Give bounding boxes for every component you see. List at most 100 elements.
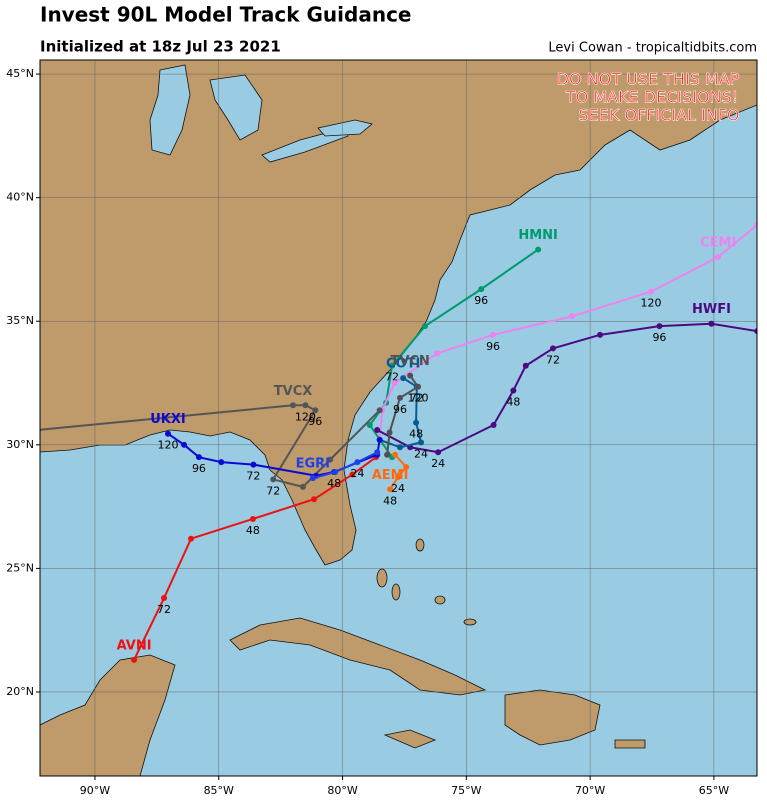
track-point (309, 475, 316, 482)
track-point (131, 656, 138, 663)
track-point (188, 535, 195, 542)
track-point (389, 362, 396, 369)
track-point (597, 331, 604, 338)
track-name: TVCX (274, 384, 313, 399)
track-point (302, 402, 309, 409)
track-point (384, 451, 391, 458)
hour-label: 96 (192, 462, 206, 475)
lat-tick-label: 40°N (6, 191, 34, 204)
track: 120 96 CEMI (376, 221, 757, 443)
track-point (312, 407, 319, 414)
lat-tick-label: 45°N (6, 67, 34, 80)
track-point (407, 372, 414, 379)
bahamas (434, 595, 446, 605)
title: Invest 90L Model Track Guidance (40, 3, 412, 27)
track-point (332, 469, 339, 476)
track-point (522, 362, 529, 369)
track-point (250, 461, 257, 468)
hour-label: 24 (431, 457, 445, 470)
track-point (478, 286, 485, 293)
hour-label: 72 (246, 470, 260, 483)
hour-label: 96 (308, 415, 322, 428)
hour-label: 72 (266, 484, 280, 497)
lon-tick-label: 70°W (575, 784, 605, 797)
hour-label: 24 (391, 482, 405, 495)
track-point (754, 328, 757, 335)
warning: DO NOT USE THIS MAP TO MAKE DECISIONS! S… (556, 69, 740, 125)
hour-label: 96 (652, 331, 666, 344)
track-name: TVCN (390, 354, 429, 369)
graticule (40, 60, 757, 776)
yucatan (40, 654, 176, 776)
lake-michigan (149, 64, 191, 156)
track-name: EGRI (296, 457, 330, 472)
track-point (290, 402, 297, 409)
hour-label: 96 (486, 340, 500, 353)
warning-line: DO NOT USE THIS MAP (557, 70, 740, 89)
track-point (391, 380, 398, 387)
track-point (396, 444, 403, 451)
track-point (569, 313, 576, 320)
hour-label: 48 (246, 524, 260, 537)
track: 72 48 24 COTI (376, 357, 428, 460)
track-point (249, 515, 256, 522)
track-point (376, 407, 383, 414)
track-point (490, 331, 497, 338)
north-america (40, 60, 757, 566)
bahamas (415, 538, 425, 552)
lake-erie (261, 127, 349, 163)
track: 24 EGRI (296, 449, 381, 482)
track-name: COTI (386, 357, 420, 372)
hour-label: 120 (641, 297, 662, 310)
track-point (218, 459, 225, 466)
track-point (195, 454, 202, 461)
track-point (387, 486, 394, 493)
cuba (229, 617, 487, 696)
hour-label: 48 (383, 494, 397, 507)
track-point (396, 394, 403, 401)
track-point (708, 320, 715, 327)
map-frame (39, 59, 758, 777)
track-point (403, 464, 410, 471)
track-point (510, 387, 517, 394)
hour-label: 24 (414, 447, 428, 460)
lon-tick-label: 85°W (204, 784, 234, 797)
hour-label: 120 (295, 410, 316, 423)
bahamas (391, 583, 401, 601)
track: 96 72 48 24 HWFI (374, 302, 757, 470)
map: 7248AVNI9672HMNI12096CEMI96724824HWFI724… (40, 60, 757, 776)
track-point (415, 383, 422, 390)
track-name: CEMI (700, 235, 736, 250)
track-point (374, 426, 381, 433)
track-point (656, 323, 663, 330)
track-point (395, 473, 402, 480)
lat-tick-label: 20°N (6, 685, 34, 698)
track-point (386, 429, 393, 436)
hour-label: 120 (408, 392, 429, 405)
track-name: HWFI (692, 302, 731, 317)
track-point (418, 439, 425, 446)
track-point (435, 449, 442, 456)
track-point (366, 422, 373, 429)
track-point (754, 221, 757, 228)
hour-label: 48 (409, 428, 423, 441)
lon-tick-label: 90°W (80, 784, 110, 797)
track-point (374, 449, 381, 456)
track-name: AVNI (117, 638, 152, 653)
lon-tick-label: 80°W (327, 784, 357, 797)
hour-label: 72 (546, 353, 560, 366)
track-point (299, 483, 306, 490)
track-point (327, 456, 334, 463)
lake-huron (209, 74, 263, 141)
bahamas (463, 618, 477, 626)
lake-ontario (317, 119, 373, 137)
hour-label: 120 (158, 439, 179, 452)
track-point (648, 288, 655, 295)
lat-tick-label: 25°N (6, 561, 34, 574)
hour-label: 72 (410, 392, 424, 405)
